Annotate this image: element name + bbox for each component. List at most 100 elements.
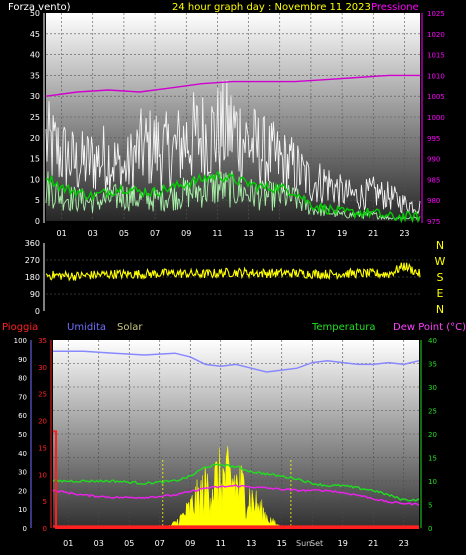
- x-tick-label: 11: [216, 539, 226, 548]
- humidity-tick-label: 40: [18, 450, 27, 458]
- pressure-tick-label: 1020: [427, 31, 445, 39]
- pressure-tick-label: 1005: [427, 93, 445, 101]
- compass-label: N: [436, 239, 444, 252]
- x-tick-label: 21: [368, 229, 378, 238]
- y-tick-label: 30: [30, 92, 40, 101]
- x-tick-label: 05: [124, 539, 134, 548]
- rain-tick-label: 15: [38, 444, 47, 452]
- temperature-tick-label: 20: [428, 431, 437, 439]
- humidity-tick-label: 60: [18, 412, 27, 420]
- humidity-tick-label: 90: [18, 356, 27, 364]
- temperature-tick-label: 10: [428, 478, 437, 486]
- humidity-tick-label: 50: [18, 431, 27, 439]
- x-tick-label: 09: [181, 229, 191, 238]
- rain-tick-label: 30: [38, 364, 47, 372]
- series-average-wind-line: [45, 170, 421, 224]
- sunrise-label: Sun: [296, 539, 311, 548]
- y-tick-label: 50: [30, 9, 40, 18]
- temperature-tick-label: 5: [428, 502, 432, 510]
- y-tick-label: 35: [30, 71, 40, 80]
- y-tick-label: 0: [35, 217, 40, 226]
- series-wind-direction-line: [45, 262, 421, 282]
- humidity-tick-label: 0: [23, 525, 27, 533]
- pressure-tick-label: 990: [427, 156, 440, 164]
- x-tick-label: 05: [119, 229, 129, 238]
- y-tick-label: 45: [30, 30, 40, 39]
- humidity-tick-label: 100: [14, 337, 27, 345]
- x-tick-label: 19: [338, 539, 348, 548]
- temperature-tick-label: 30: [428, 384, 437, 392]
- x-tick-label: 17: [306, 229, 316, 238]
- series-humidity-line: [53, 350, 420, 373]
- temperature-tick-label: 40: [428, 337, 437, 345]
- x-tick-label: 07: [150, 229, 160, 238]
- compass-label: S: [437, 271, 444, 284]
- y-tick-label: 5: [35, 196, 40, 205]
- humidity-tick-label: 70: [18, 393, 27, 401]
- x-tick-label: 11: [212, 229, 222, 238]
- x-tick-label: 15: [277, 539, 287, 548]
- x-tick-label: 23: [399, 229, 409, 238]
- pressure-tick-label: 980: [427, 197, 440, 205]
- pressure-tick-label: 1000: [427, 114, 445, 122]
- pressure-tick-label: 1015: [427, 52, 445, 60]
- legend-dew-point: Dew Point (°C): [393, 322, 466, 333]
- series-pressure-line: [45, 74, 420, 97]
- compass-label: N: [436, 303, 444, 316]
- temperature-tick-label: 0: [428, 525, 432, 533]
- x-tick-label: 15: [275, 229, 285, 238]
- y-tick-label: 90: [30, 290, 40, 299]
- series-dew-point-line: [52, 484, 420, 506]
- pressure-tick-label: 1025: [427, 10, 445, 18]
- x-tick-label: 07: [155, 539, 165, 548]
- x-tick-label: 13: [246, 539, 256, 548]
- y-tick-label: 40: [30, 51, 40, 60]
- sunset-label: Set: [310, 539, 323, 548]
- rain-tick-label: 20: [38, 418, 47, 426]
- rain-tick-label: 35: [38, 337, 47, 345]
- pressure-axis-title: Pressione: [371, 2, 419, 13]
- y-tick-label: 0: [35, 307, 40, 316]
- x-tick-label: 09: [185, 539, 195, 548]
- legend-temperature: Temperatura: [311, 322, 376, 333]
- x-tick-label: 19: [337, 229, 347, 238]
- rain-tick-label: 10: [38, 471, 47, 479]
- temperature-tick-label: 35: [428, 361, 437, 369]
- legend-rain: Pioggia: [2, 322, 38, 333]
- x-tick-label: 23: [399, 539, 409, 548]
- y-tick-label: 20: [30, 134, 40, 143]
- x-tick-label: 13: [243, 229, 253, 238]
- series-gust-line: [45, 79, 421, 215]
- y-tick-label: 270: [25, 256, 40, 265]
- y-tick-label: 15: [30, 155, 40, 164]
- humidity-tick-label: 80: [18, 375, 27, 383]
- pressure-tick-label: 995: [427, 135, 440, 143]
- x-tick-label: 03: [88, 229, 98, 238]
- legend-solar: Solar: [117, 322, 143, 333]
- x-tick-label: 21: [368, 539, 378, 548]
- rain-tick-label: 5: [43, 498, 47, 506]
- humidity-tick-label: 20: [18, 487, 27, 495]
- x-tick-label: 01: [63, 539, 73, 548]
- pressure-tick-label: 975: [427, 218, 440, 226]
- x-tick-label: 01: [56, 229, 66, 238]
- compass-label: W: [435, 255, 446, 268]
- temperature-tick-label: 25: [428, 408, 437, 416]
- rain-tick-label: 25: [38, 391, 47, 399]
- wind-axis-title: Forza vento): [8, 2, 71, 13]
- series-rain-line: [53, 430, 419, 529]
- y-tick-label: 180: [25, 273, 40, 282]
- pressure-tick-label: 1010: [427, 72, 445, 80]
- y-tick-label: 360: [25, 239, 40, 248]
- compass-label: E: [437, 287, 444, 300]
- series-temperature-line: [52, 463, 420, 502]
- humidity-tick-label: 30: [18, 469, 27, 477]
- chart-title: 24 hour graph day : Novembre 11 2023: [172, 2, 371, 13]
- x-tick-label: 03: [94, 539, 104, 548]
- pressure-tick-label: 985: [427, 176, 440, 184]
- temperature-tick-label: 15: [428, 455, 437, 463]
- rain-tick-label: 0: [43, 525, 47, 533]
- y-tick-label: 10: [30, 175, 40, 184]
- y-tick-label: 25: [30, 113, 40, 122]
